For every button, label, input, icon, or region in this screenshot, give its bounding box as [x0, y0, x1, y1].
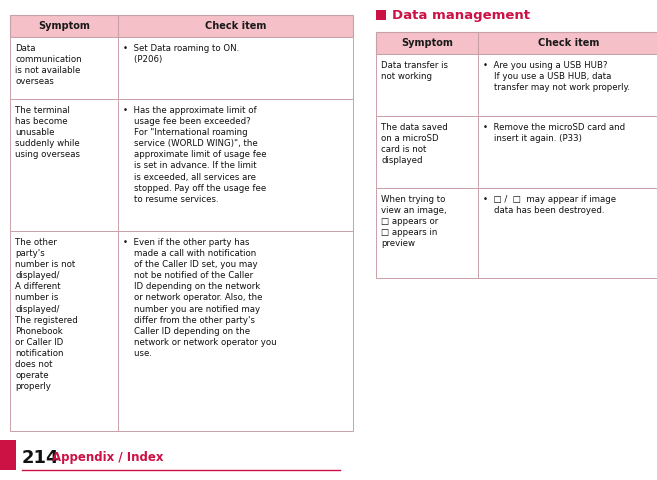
Text: When trying to
view an image,
□ appears or
□ appears in
preview: When trying to view an image, □ appears …: [381, 195, 447, 249]
Text: •  Has the approximate limit of
    usage fee been exceeded?
    For "Internatio: • Has the approximate limit of usage fee…: [123, 106, 267, 204]
Bar: [376, 54, 657, 116]
Text: Symptom: Symptom: [401, 38, 453, 48]
Text: Appendix / Index: Appendix / Index: [52, 452, 164, 465]
Bar: [376, 188, 657, 278]
Bar: [10, 37, 353, 99]
Bar: [376, 10, 386, 20]
Text: •  □ /  □  may appear if image
    data has been destroyed.: • □ / □ may appear if image data has bee…: [483, 195, 616, 215]
Text: Data transfer is
not working: Data transfer is not working: [381, 61, 448, 81]
Bar: [376, 116, 657, 188]
Text: Data
communication
is not available
overseas: Data communication is not available over…: [15, 44, 81, 86]
Bar: [10, 15, 353, 37]
Bar: [0, 440, 16, 470]
Text: The terminal
has become
unusable
suddenly while
using overseas: The terminal has become unusable suddenl…: [15, 106, 80, 159]
Bar: [10, 99, 353, 231]
Text: Check item: Check item: [205, 21, 266, 31]
Text: •  Even if the other party has
    made a call with notification
    of the Call: • Even if the other party has made a cal…: [123, 238, 277, 358]
Text: The data saved
on a microSD
card is not
displayed: The data saved on a microSD card is not …: [381, 123, 448, 165]
Text: The other
party's
number is not
displayed/
A different
number is
displayed/
The : The other party's number is not displaye…: [15, 238, 78, 391]
Text: Symptom: Symptom: [38, 21, 90, 31]
Text: Check item: Check item: [538, 38, 600, 48]
Text: 214: 214: [22, 449, 60, 467]
Bar: [10, 231, 353, 431]
Text: •  Set Data roaming to ON.
    (P206): • Set Data roaming to ON. (P206): [123, 44, 239, 64]
Text: •  Are you using a USB HUB?
    If you use a USB HUB, data
    transfer may not : • Are you using a USB HUB? If you use a …: [483, 61, 630, 92]
Bar: [376, 32, 657, 54]
Text: Data management: Data management: [392, 9, 530, 22]
Text: •  Remove the microSD card and
    insert it again. (P33): • Remove the microSD card and insert it …: [483, 123, 625, 143]
